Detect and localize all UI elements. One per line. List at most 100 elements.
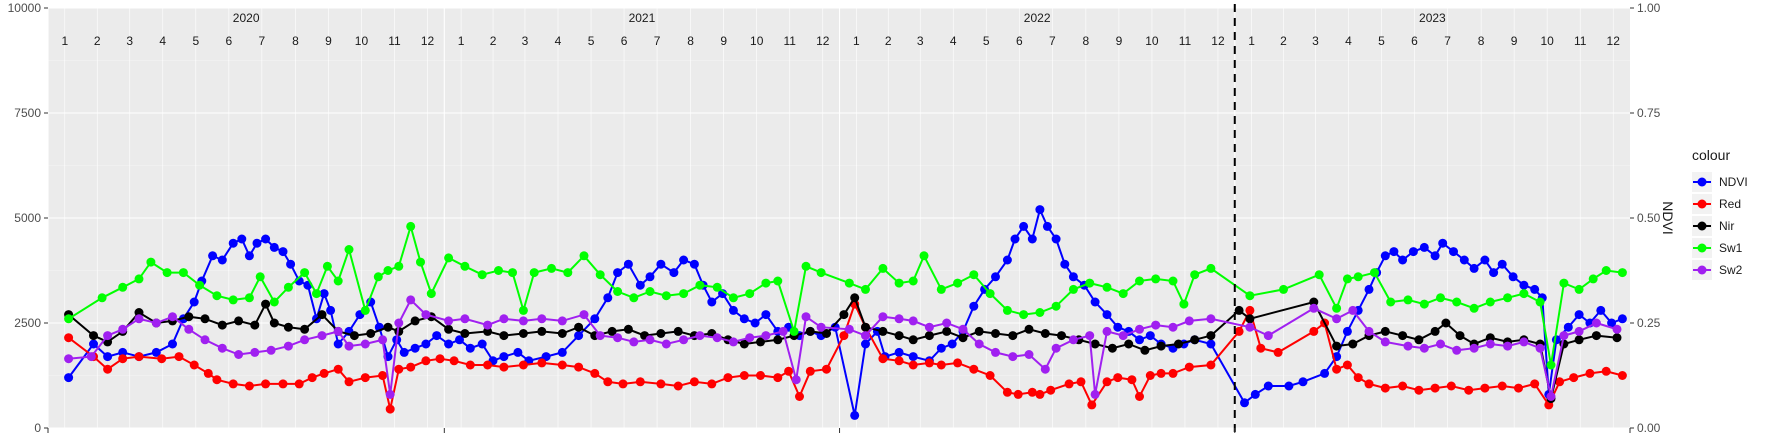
data-point-sw2: [234, 350, 244, 359]
month-label: 8: [1478, 34, 1485, 48]
month-label: 7: [654, 34, 661, 48]
data-point-sw1: [1019, 310, 1029, 320]
data-point-red: [1414, 385, 1424, 395]
data-point-ndvi: [557, 347, 567, 357]
data-point-sw1: [985, 289, 995, 299]
data-point-sw2: [991, 347, 1000, 357]
left-tick-label: 0: [34, 421, 41, 435]
month-label: 2: [885, 34, 892, 48]
data-point-ndvi: [151, 347, 161, 357]
data-point-ndvi: [1102, 310, 1112, 320]
data-point-sw1: [1559, 278, 1569, 288]
data-point-nir: [673, 326, 683, 336]
data-point-sw2: [1168, 322, 1178, 332]
data-point-sw2: [1348, 305, 1358, 315]
data-point-sw1: [1151, 274, 1161, 284]
data-point-nir: [1591, 331, 1601, 341]
data-point-red: [64, 333, 74, 343]
data-point-ndvi: [908, 352, 918, 362]
data-point-sw1: [595, 270, 605, 280]
month-label: 4: [159, 34, 166, 48]
month-label: 11: [1574, 34, 1587, 48]
data-point-sw2: [1068, 335, 1078, 345]
data-point-red: [1380, 383, 1390, 393]
data-point-sw2: [1085, 331, 1095, 341]
data-point-sw2: [317, 331, 327, 341]
data-point-nir: [850, 293, 860, 303]
data-point-red: [656, 379, 666, 389]
month-label: 7: [259, 34, 266, 48]
legend-label: Sw2: [1719, 263, 1743, 277]
data-point-red: [936, 360, 946, 370]
data-point-red: [134, 352, 144, 362]
data-point-sw2: [134, 314, 144, 324]
data-point-ndvi: [1430, 251, 1440, 261]
data-point-nir: [460, 329, 470, 338]
data-point-ndvi: [168, 339, 177, 349]
month-label: 3: [126, 34, 133, 48]
data-point-sw1: [1370, 268, 1379, 278]
data-point-ndvi: [1298, 377, 1308, 387]
data-point-sw1: [547, 263, 556, 273]
data-point-ndvi: [1263, 381, 1273, 391]
data-point-sw1: [1168, 276, 1178, 286]
right-tick-label: 1.00: [1637, 1, 1661, 15]
data-point-sw1: [1436, 293, 1445, 303]
data-point-sw1: [1190, 270, 1200, 280]
month-label: 5: [192, 34, 199, 48]
data-point-ndvi: [444, 339, 454, 349]
data-point-sw2: [1364, 326, 1374, 336]
data-point-sw1: [1002, 305, 1012, 315]
month-label: 12: [1211, 34, 1225, 48]
data-point-ndvi: [278, 247, 288, 257]
month-label: 3: [917, 34, 924, 48]
data-point-ndvi: [1320, 368, 1330, 378]
data-point-ndvi: [333, 339, 343, 349]
data-point-red: [1514, 383, 1523, 393]
data-point-sw2: [844, 324, 854, 334]
data-point-red: [1569, 373, 1579, 383]
data-point-ndvi: [217, 255, 227, 265]
data-point-red: [307, 373, 317, 383]
data-point-red: [1309, 326, 1319, 336]
data-point-sw2: [1403, 341, 1413, 351]
legend-label: NDVI: [1719, 175, 1748, 189]
data-point-sw1: [333, 276, 343, 286]
data-point-sw2: [283, 341, 293, 351]
series-sw2: [64, 295, 1622, 401]
data-point-red: [333, 364, 343, 374]
data-point-ndvi: [707, 297, 717, 307]
month-label: 2: [1280, 34, 1287, 48]
month-label: 3: [522, 34, 529, 48]
legend-key-dot: [1697, 221, 1707, 231]
data-point-red: [1087, 400, 1097, 410]
month-label: 3: [1312, 34, 1319, 48]
data-point-sw1: [745, 289, 755, 299]
data-point-sw2: [745, 333, 755, 343]
data-point-red: [103, 364, 113, 374]
data-point-ndvi: [1051, 234, 1061, 244]
data-point-ndvi: [1206, 339, 1216, 349]
data-point-sw1: [728, 293, 738, 303]
data-point-sw2: [300, 335, 310, 345]
data-point-sw1: [394, 261, 404, 271]
data-point-red: [839, 331, 849, 341]
data-point-red: [157, 354, 167, 364]
data-point-red: [953, 358, 963, 368]
data-point-sw1: [1279, 284, 1288, 294]
year-label: 2021: [629, 11, 656, 25]
data-point-red: [1046, 385, 1056, 395]
data-point-red: [1332, 364, 1342, 374]
data-point-sw1: [1386, 297, 1396, 307]
data-point-nir: [269, 318, 279, 328]
data-point-ndvi: [410, 343, 420, 353]
data-point-red: [449, 356, 459, 366]
data-point-sw2: [537, 314, 547, 324]
year-label: 2023: [1419, 11, 1446, 25]
data-point-sw2: [360, 339, 370, 349]
data-point-sw1: [1452, 297, 1462, 307]
data-point-red: [1480, 383, 1490, 393]
data-point-ndvi: [728, 305, 738, 315]
data-point-sw1: [64, 314, 74, 324]
data-point-red: [707, 379, 717, 389]
